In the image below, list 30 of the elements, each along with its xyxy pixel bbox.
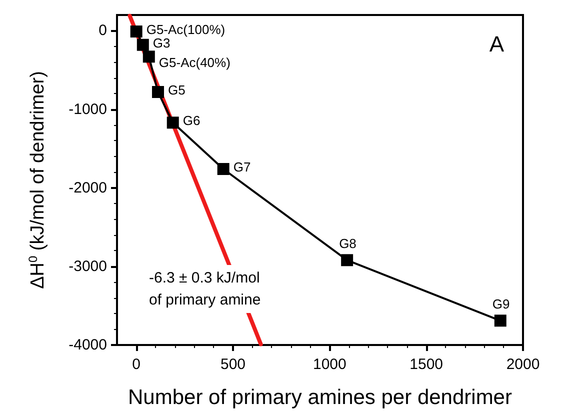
x-tick-label: 1500 — [410, 356, 444, 373]
text: A — [489, 32, 504, 56]
point — [166, 116, 179, 129]
x-tick-label: 0 — [132, 356, 141, 373]
annotation: -6.3 ± 0.3 kJ/mol of primary amine — [149, 270, 261, 308]
annotation: G3 — [152, 35, 170, 50]
y-tick-label: -3000 — [68, 258, 107, 275]
point — [142, 50, 155, 63]
annotation: G5-Ac(100%) — [146, 22, 226, 37]
point — [152, 86, 164, 98]
y-tick-label: -4000 — [68, 336, 107, 354]
annotation: G8 — [339, 236, 356, 252]
y-axis-title: ΔH0 (kJ/mol of dendrimer) — [26, 71, 48, 289]
point — [494, 314, 506, 327]
x-tick-label: 2000 — [506, 356, 540, 373]
y-tick-label: 0 — [98, 22, 107, 40]
x-axis-title: Number of primary amines per dendrimer — [128, 386, 512, 409]
y-tick-label: -2000 — [68, 179, 107, 196]
point — [136, 38, 149, 51]
point — [341, 254, 354, 266]
point — [130, 26, 142, 38]
y-tick-label: -1000 — [68, 100, 107, 118]
annotation: G9 — [492, 296, 510, 312]
point — [217, 163, 230, 175]
annotation: G6 — [182, 113, 200, 128]
annotation: G5-Ac(40%) — [158, 55, 230, 70]
annotation: G5 — [168, 82, 186, 98]
x-tick-label: 1000 — [312, 356, 346, 373]
x-tick-label: 500 — [220, 356, 246, 373]
annotation: G7 — [233, 160, 251, 174]
